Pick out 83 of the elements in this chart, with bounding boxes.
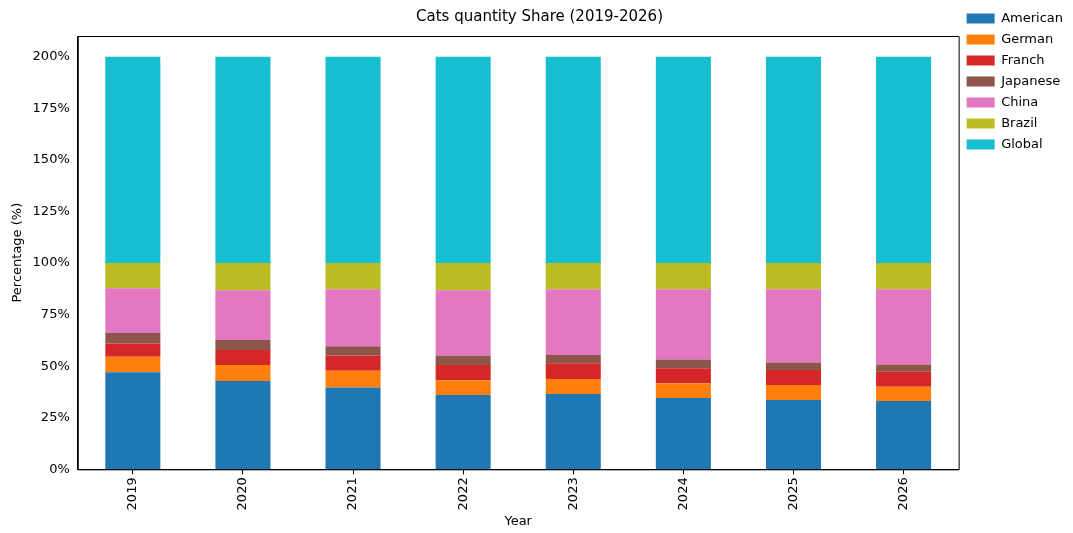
y-tick-label: 125% bbox=[32, 202, 70, 218]
bar bbox=[765, 289, 821, 363]
bar bbox=[765, 370, 821, 385]
bar bbox=[325, 370, 381, 388]
bar bbox=[655, 359, 711, 369]
bar bbox=[325, 387, 381, 470]
x-tick-label: 2019 bbox=[124, 477, 140, 511]
bar bbox=[655, 289, 711, 360]
x-axis-title: Year bbox=[503, 512, 533, 528]
y-tick-label: 75% bbox=[40, 305, 70, 321]
legend-label: Brazil bbox=[1001, 114, 1038, 130]
bar bbox=[325, 262, 381, 290]
legend-label: American bbox=[1001, 9, 1064, 25]
legend-label: Franch bbox=[1001, 51, 1045, 67]
bar bbox=[105, 262, 161, 289]
x-tick-label: 2020 bbox=[234, 477, 250, 511]
y-axis-title: Percentage (%) bbox=[9, 202, 25, 303]
bar bbox=[215, 339, 271, 351]
bar bbox=[325, 289, 381, 347]
bar bbox=[545, 355, 601, 364]
x-tick-label: 2022 bbox=[454, 477, 470, 511]
bar bbox=[435, 365, 491, 381]
bar bbox=[765, 262, 821, 290]
bar bbox=[655, 56, 711, 263]
y-tick-label: 25% bbox=[40, 409, 70, 425]
bar bbox=[435, 56, 491, 263]
bar bbox=[655, 397, 711, 470]
bar bbox=[876, 56, 932, 263]
x-tick-label: 2024 bbox=[674, 477, 690, 511]
bar bbox=[215, 350, 271, 366]
bar bbox=[876, 364, 932, 372]
y-tick-label: 50% bbox=[40, 357, 70, 373]
bar bbox=[655, 383, 711, 398]
bar bbox=[215, 365, 271, 381]
bar bbox=[545, 262, 601, 290]
bar bbox=[215, 290, 271, 340]
y-tick-label: 0% bbox=[49, 460, 70, 476]
bar bbox=[876, 371, 932, 387]
bar bbox=[435, 380, 491, 396]
bar bbox=[325, 56, 381, 263]
bar bbox=[435, 290, 491, 356]
y-tick-label: 150% bbox=[32, 151, 70, 167]
legend-label: German bbox=[1001, 30, 1054, 46]
bar bbox=[545, 394, 601, 470]
bar bbox=[105, 372, 161, 470]
bar bbox=[765, 56, 821, 263]
bar bbox=[876, 401, 932, 470]
bar bbox=[876, 262, 932, 290]
bar bbox=[545, 363, 601, 379]
bar bbox=[105, 288, 161, 333]
bar bbox=[105, 56, 161, 263]
chart-title: Cats quantity Share (2019-2026) bbox=[416, 6, 663, 25]
bar bbox=[215, 262, 271, 291]
bar bbox=[655, 262, 711, 290]
bar bbox=[876, 386, 932, 402]
x-tick-label: 2023 bbox=[564, 477, 580, 511]
bar bbox=[105, 332, 161, 344]
bar bbox=[765, 362, 821, 371]
bar bbox=[655, 368, 711, 384]
bar bbox=[545, 289, 601, 355]
bar bbox=[545, 56, 601, 263]
x-tick-label: 2021 bbox=[344, 477, 360, 511]
y-tick-label: 175% bbox=[32, 99, 70, 115]
y-tick-label: 200% bbox=[32, 48, 70, 64]
y-tick-label: 100% bbox=[32, 254, 70, 270]
bar bbox=[325, 355, 381, 371]
bar bbox=[876, 289, 932, 365]
bar bbox=[435, 395, 491, 470]
legend-label: Global bbox=[1001, 135, 1043, 151]
bar bbox=[105, 343, 161, 357]
bar bbox=[435, 355, 491, 366]
bar bbox=[325, 346, 381, 356]
bar bbox=[545, 378, 601, 394]
x-tick-label: 2026 bbox=[894, 477, 910, 511]
bar bbox=[435, 262, 491, 291]
legend-label: China bbox=[1001, 93, 1039, 109]
bar bbox=[215, 56, 271, 263]
bar bbox=[765, 399, 821, 470]
bar bbox=[105, 356, 161, 373]
bar bbox=[215, 381, 271, 470]
legend-label: Japanese bbox=[1000, 72, 1061, 88]
bar bbox=[765, 384, 821, 400]
x-tick-label: 2025 bbox=[784, 477, 800, 511]
